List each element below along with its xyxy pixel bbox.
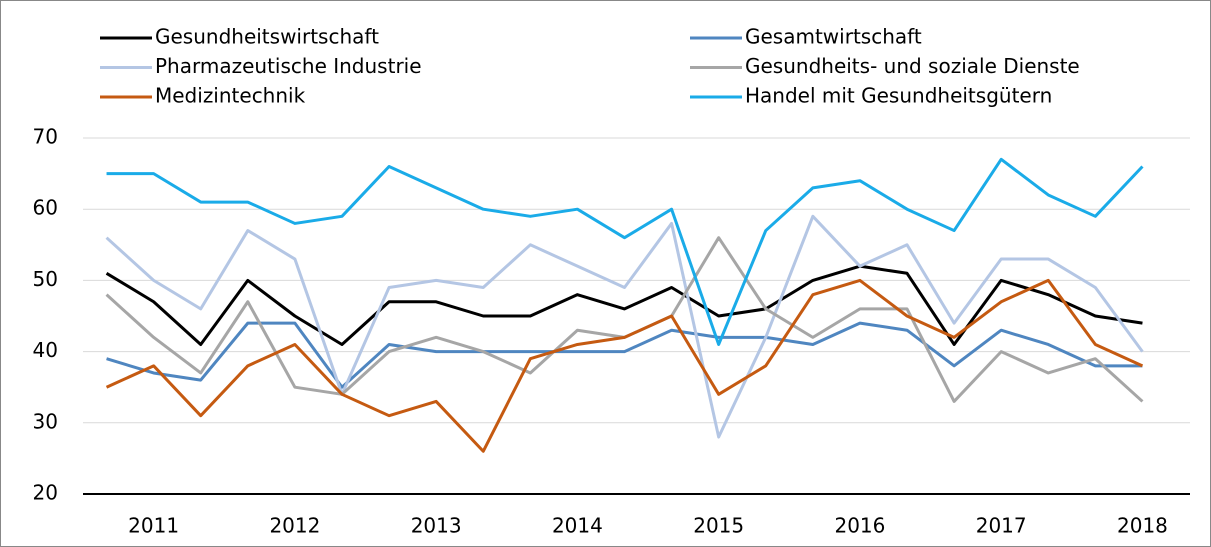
legend-label: Pharmazeutische Industrie <box>155 54 422 78</box>
legend-label: Gesamtwirtschaft <box>745 25 922 49</box>
x-tick-label: 2016 <box>834 514 885 538</box>
x-tick-label: 2013 <box>411 514 462 538</box>
x-tick-label: 2015 <box>693 514 744 538</box>
y-tick-label: 50 <box>33 267 58 291</box>
series-line <box>106 157 1144 346</box>
legend-label: Gesundheits- und soziale Dienste <box>745 54 1080 78</box>
x-tick-label: 2018 <box>1117 514 1168 538</box>
y-tick-label: 20 <box>33 481 58 505</box>
y-tick-label: 30 <box>33 409 58 433</box>
series-line <box>106 321 1143 389</box>
x-tick-label: 2017 <box>976 514 1027 538</box>
y-tick-label: 60 <box>33 196 58 220</box>
series-line <box>105 278 1144 453</box>
x-tick-label: 2012 <box>269 514 320 538</box>
x-tick-label: 2011 <box>128 514 179 538</box>
series-line <box>105 214 1144 439</box>
y-tick-label: 70 <box>33 125 58 149</box>
x-tick-label: 2014 <box>552 514 603 538</box>
series-line <box>105 264 1143 346</box>
legend-label: Handel mit Gesundheitsgütern <box>745 84 1052 108</box>
y-tick-label: 40 <box>33 338 58 362</box>
legend-label: Gesundheitswirtschaft <box>155 25 379 49</box>
legend-label: Medizintechnik <box>155 84 306 108</box>
